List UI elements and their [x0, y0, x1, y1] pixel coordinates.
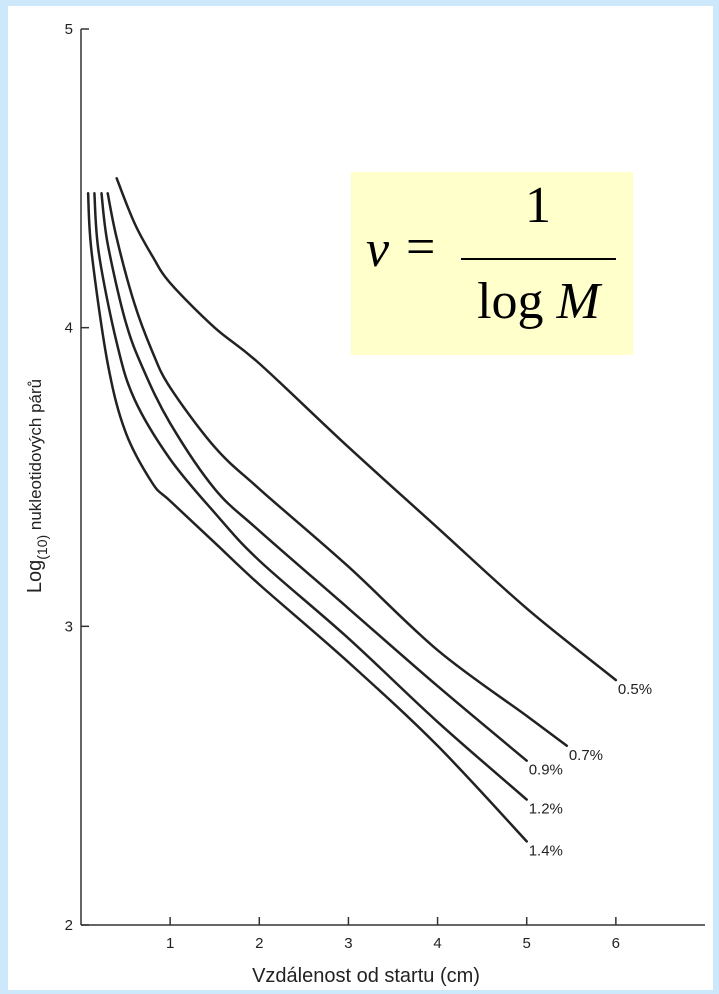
formula-lhs: v — [366, 221, 390, 278]
x-tick-label: 5 — [523, 935, 531, 952]
formula-denominator: log M — [451, 272, 626, 331]
axes — [80, 29, 705, 926]
series-0-7pct-label: 0.7% — [569, 747, 603, 764]
x-tick-label: 1 — [166, 935, 174, 952]
series-1-2pct-line — [93, 192, 528, 801]
y-tick-label: 5 — [65, 21, 73, 38]
y-tick-label: 4 — [65, 320, 73, 337]
formula-box: v = 1 log M — [351, 172, 633, 355]
series-0-9pct-label: 0.9% — [529, 762, 563, 779]
y-tick-label: 3 — [65, 618, 73, 635]
x-tick-label: 4 — [433, 935, 441, 952]
formula-den-text: log — [477, 273, 544, 330]
x-tick-label: 6 — [612, 935, 620, 952]
series-0-7pct-line — [106, 192, 569, 748]
x-tick-label: 2 — [255, 935, 263, 952]
formula-equals: = — [406, 219, 436, 276]
y-axis-title-rest: nukleotidových párů — [26, 379, 45, 535]
series-group: 0.5% 0.7% 0.9% 1.2% 1.4% — [86, 177, 652, 859]
formula-fraction-bar — [461, 258, 616, 260]
formula-numerator: 1 — [525, 177, 551, 234]
y-axis-title-sub: (10) — [34, 535, 50, 560]
chart-svg: 1 2 3 4 5 6 2 3 4 5 0.5% 0.7% 0.9% 1.2% 1.4% Vzdáleno… — [24, 21, 705, 987]
y-axis-title-base: Log — [24, 560, 46, 593]
x-axis-title: Vzdálenost od startu (cm) — [252, 965, 480, 987]
y-tick-label: 2 — [65, 917, 73, 934]
series-0-5pct-label: 0.5% — [618, 681, 652, 698]
x-tick-label: 3 — [344, 935, 352, 952]
y-axis-title: Log(10) nukleotidových párů — [24, 379, 50, 593]
series-0-9pct-line — [100, 192, 528, 762]
series-1-2pct-label: 1.2% — [529, 801, 563, 818]
series-1-4pct-label: 1.4% — [529, 842, 563, 859]
formula: v = 1 log M — [351, 172, 633, 355]
series-0-5pct-line — [115, 177, 618, 682]
slide-frame: 1 2 3 4 5 6 2 3 4 5 0.5% 0.7% 0.9% 1.2% 1.4% Vzdáleno… — [8, 6, 713, 990]
formula-den-var: M — [556, 273, 600, 330]
series-1-4pct-line — [86, 192, 528, 843]
ticks: 1 2 3 4 5 6 2 3 4 5 — [65, 21, 620, 952]
